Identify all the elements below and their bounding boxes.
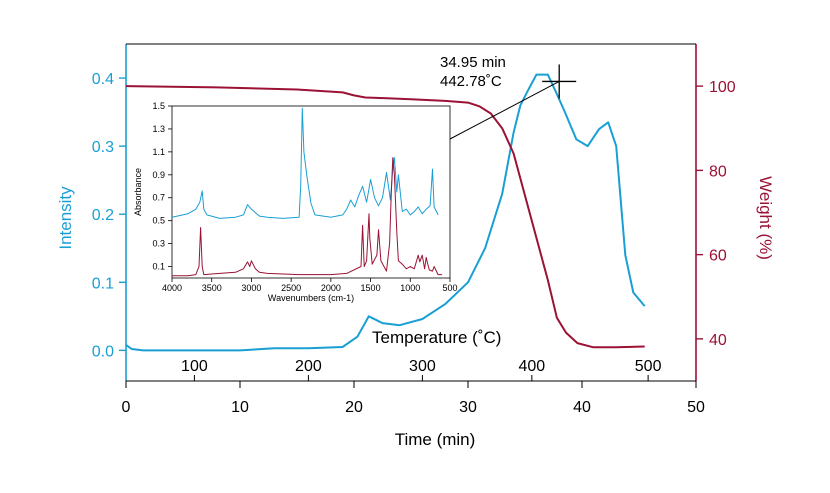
inset-background xyxy=(171,105,451,279)
inset-x-tick-label: 500 xyxy=(442,283,457,293)
x-tick-label: 20 xyxy=(345,399,363,416)
right-y-tick-label: 100 xyxy=(709,79,736,96)
inset-spectrum-lower-line xyxy=(172,157,443,277)
x-tick-label: 30 xyxy=(459,399,477,416)
left-y-tick-label: 0.4 xyxy=(92,71,114,88)
x-axis-label: Time (min) xyxy=(395,430,476,449)
ir-spectrum-inset: 4000 3500 3000 2500 2000 1500 1000 500 0.1 0.3 0.5… xyxy=(133,101,458,303)
intensity-series-line xyxy=(125,73,646,352)
x-tick-label: 50 xyxy=(687,399,705,416)
right-y-axis-label: Weight (%) xyxy=(756,176,775,260)
inset-series-group xyxy=(171,107,443,277)
right-y-tick-label: 60 xyxy=(709,248,727,265)
annotation-leader-line xyxy=(449,81,560,140)
annotation-temperature: 442.78˚C xyxy=(440,73,502,90)
annotation-time: 34.95 min xyxy=(440,54,506,71)
inset-x-tick-label: 4000 xyxy=(162,283,182,293)
left-y-tick-label: 0.0 xyxy=(92,343,114,360)
main-axis-ticks: 0 10 20 30 40 50 100 200 300 400 500 0.0 0.1 0.2 0.3 0.… xyxy=(92,71,736,416)
inset-y-tick-label: 0.3 xyxy=(152,239,165,249)
left-y-tick-label: 0.2 xyxy=(92,207,114,224)
left-y-tick-label: 0.3 xyxy=(92,139,114,156)
inset-y-tick-label: 0.7 xyxy=(152,193,165,203)
weight-series-line xyxy=(125,85,645,349)
inset-x-tick-label: 2500 xyxy=(281,283,301,293)
inset-y-tick-label: 1.5 xyxy=(152,101,165,111)
inset-x-tick-label: 3500 xyxy=(202,283,222,293)
temperature-tick-label: 300 xyxy=(409,358,436,375)
inset-y-tick-label: 0.9 xyxy=(152,170,165,180)
main-plot-frame xyxy=(125,43,697,382)
inset-axis-ticks: 4000 3500 3000 2500 2000 1500 1000 500 0.1 0.3 0.5… xyxy=(152,101,457,293)
secondary-x-axis-label: Temperature (˚C) xyxy=(372,328,501,347)
inset-y-tick-label: 1.3 xyxy=(152,124,165,134)
inset-y-tick-label: 1.1 xyxy=(152,147,165,157)
inset-y-tick-label: 0.1 xyxy=(152,262,165,272)
right-y-tick-label: 40 xyxy=(709,332,727,349)
temperature-tick-label: 100 xyxy=(181,358,208,375)
inset-x-tick-label: 2000 xyxy=(321,283,341,293)
inset-x-tick-label: 1500 xyxy=(361,283,381,293)
main-series-group xyxy=(125,64,646,352)
inset-x-tick-label: 1000 xyxy=(400,283,420,293)
inset-y-axis-label: Absorbance xyxy=(133,168,143,216)
inset-y-tick-label: 0.5 xyxy=(152,216,165,226)
inset-x-axis-label: Wavenumbers (cm-1) xyxy=(268,293,354,303)
temperature-tick-label: 500 xyxy=(635,358,662,375)
left-y-tick-label: 0.1 xyxy=(92,275,114,292)
inset-x-tick-label: 3000 xyxy=(241,283,261,293)
main-axis-labels: Time (min) Temperature (˚C) Intensity We… xyxy=(56,176,775,449)
left-y-axis-label: Intensity xyxy=(56,186,75,250)
inset-spectrum-upper-line xyxy=(171,107,439,219)
temperature-tick-label: 400 xyxy=(518,358,545,375)
peak-annotation: 34.95 min 442.78˚C xyxy=(440,54,506,90)
x-tick-label: 10 xyxy=(231,399,249,416)
x-tick-label: 40 xyxy=(573,399,591,416)
x-tick-label: 0 xyxy=(122,399,131,416)
right-y-tick-label: 80 xyxy=(709,163,727,180)
temperature-tick-label: 200 xyxy=(295,358,322,375)
